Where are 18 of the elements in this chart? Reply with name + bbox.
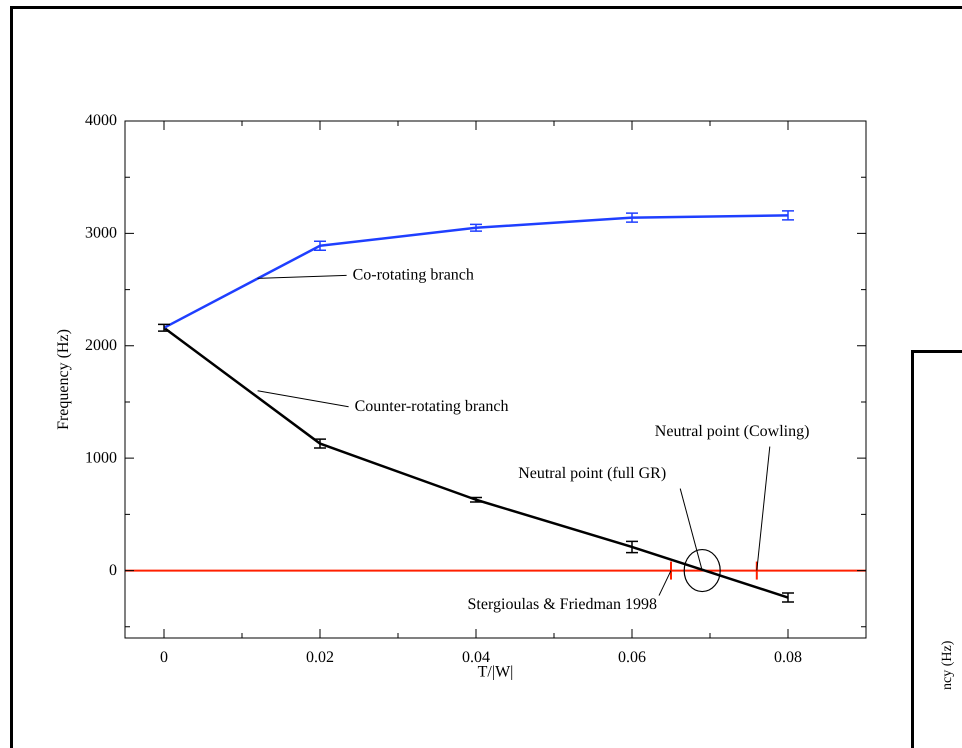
annotation: Neutral point (full GR) (518, 464, 666, 482)
x-tick-label: 0.06 (618, 648, 646, 666)
y-tick-label: 3000 (85, 224, 117, 242)
annotation: Counter-rotating branch (354, 398, 508, 415)
y-tick-label: 4000 (85, 112, 117, 130)
text: ncy (Hz) (940, 640, 956, 690)
x-axis-title: T/|W| (478, 664, 514, 681)
y-tick-label: 0 (109, 562, 117, 579)
x-tick-label: 0 (160, 648, 168, 666)
x-tick-label: 0.02 (306, 648, 334, 666)
x-tick-label: 0.08 (774, 648, 802, 666)
y-tick-label: 1000 (85, 449, 117, 466)
y-axis-title: Frequency (Hz) (54, 329, 72, 430)
annotation: Neutral point (Cowling) (654, 422, 810, 440)
annotation: Stergioulas & Friedman 1998 (468, 596, 657, 613)
y-tick-label: 2000 (85, 336, 117, 354)
annotation: Co-rotating branch (352, 266, 474, 284)
x-tick-label: 0.04 (462, 648, 490, 666)
